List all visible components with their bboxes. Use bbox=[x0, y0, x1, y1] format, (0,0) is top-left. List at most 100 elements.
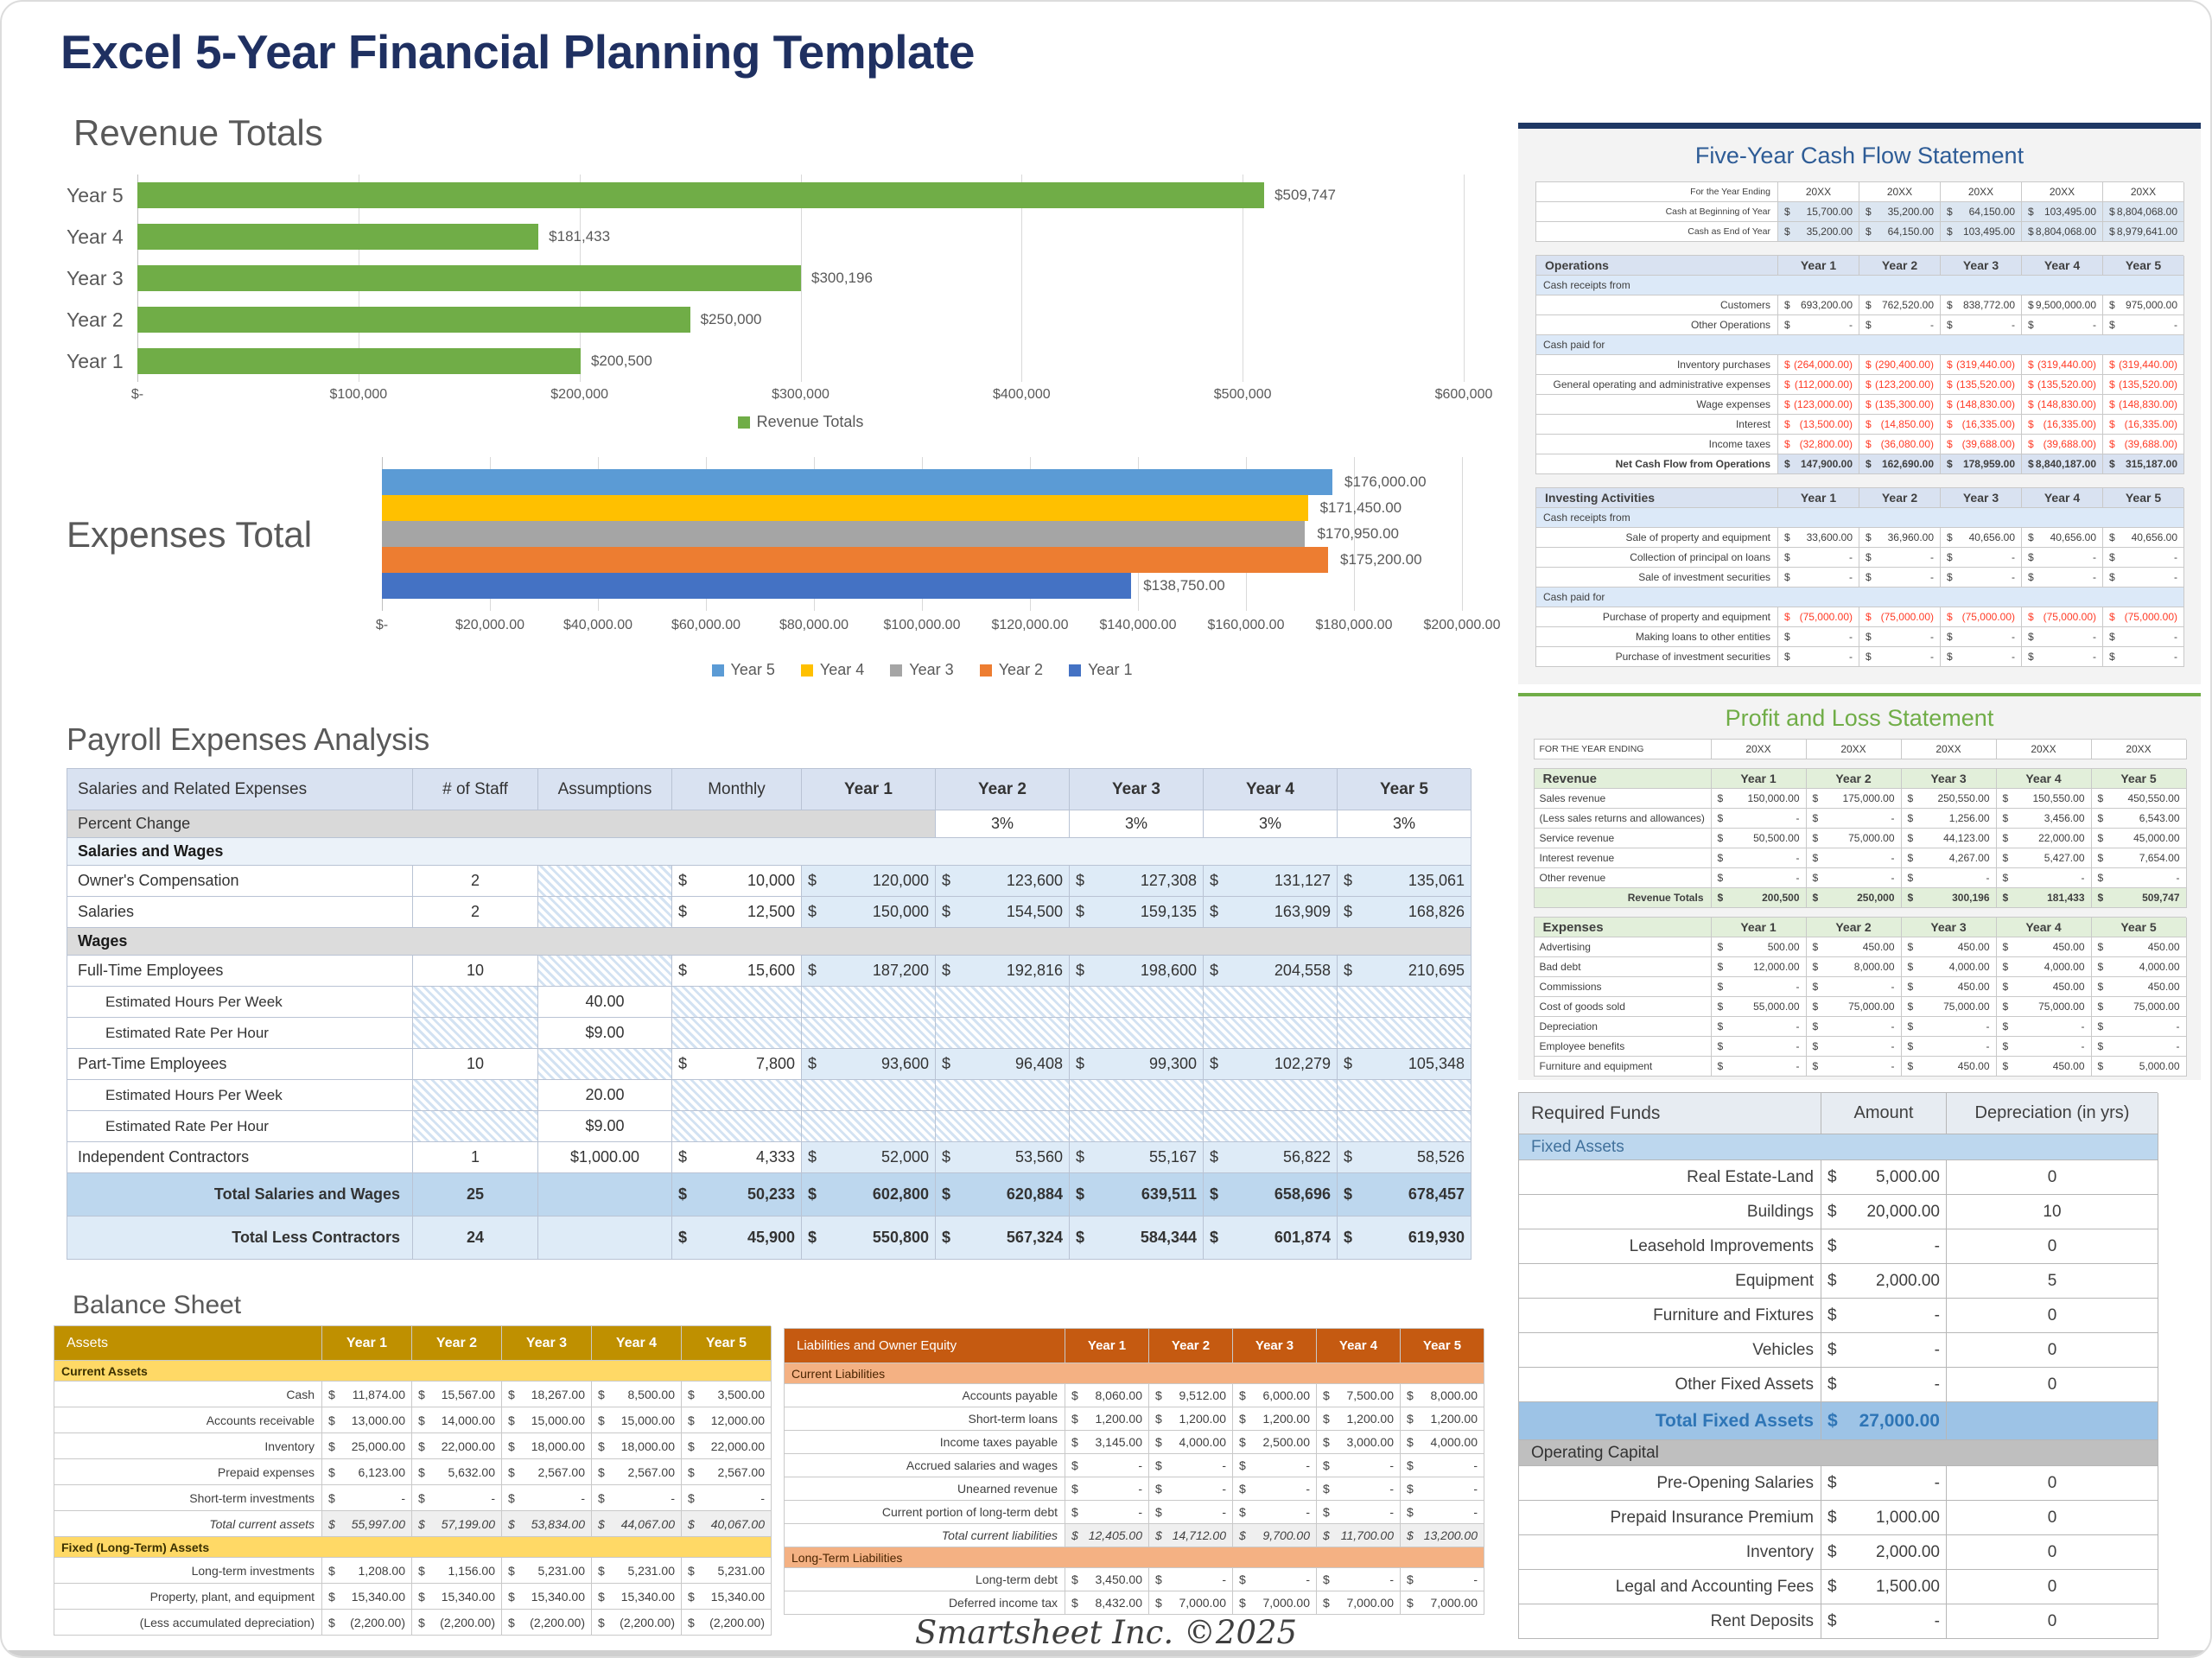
amount-cell: $300,196 bbox=[1901, 888, 1997, 908]
currency-symbol: $ bbox=[418, 1490, 425, 1505]
currency-symbol: $ bbox=[2109, 319, 2115, 331]
currency-symbol: $ bbox=[1947, 651, 1953, 663]
amount-value: 450.00 bbox=[2147, 941, 2180, 953]
amount-cell: $175,000.00 bbox=[1806, 789, 1902, 809]
gridline bbox=[1464, 175, 1465, 382]
currency-symbol: $ bbox=[1239, 1412, 1246, 1426]
currency-symbol: $ bbox=[1076, 1185, 1085, 1203]
balance-sheet-section: Balance Sheet Assets Year 1 Year 2 Year 3 Ye… bbox=[54, 1291, 779, 1636]
currency-symbol: $ bbox=[418, 1615, 425, 1629]
amount-cell: $ - bbox=[1806, 977, 1902, 997]
amount-value: (14,850.00) bbox=[1880, 418, 1934, 430]
amount-value: 35,200.00 bbox=[1887, 206, 1934, 218]
amount-value: - bbox=[1389, 1482, 1394, 1496]
currency-symbol: $ bbox=[1407, 1482, 1414, 1496]
row-label: Other revenue bbox=[1534, 868, 1712, 888]
amount-value: 1,256.00 bbox=[1948, 812, 1990, 824]
amount-value: - bbox=[1306, 1458, 1310, 1472]
amount-value: - bbox=[1891, 1040, 1895, 1052]
amount-value: 500.00 bbox=[1767, 941, 1800, 953]
amount-value: 6,000.00 bbox=[1262, 1388, 1311, 1402]
page-title: Excel 5-Year Financial Planning Template bbox=[60, 25, 975, 79]
currency-symbol: $ bbox=[328, 1413, 335, 1427]
amount-value: 53,834.00 bbox=[531, 1516, 585, 1531]
amount-cell: $450.00 bbox=[1901, 1057, 1997, 1077]
axis-tick-label: $160,000.00 bbox=[1207, 618, 1285, 632]
currency-symbol: $ bbox=[2109, 206, 2115, 218]
currency-symbol: $ bbox=[1784, 531, 1790, 543]
currency-symbol: $ bbox=[2002, 872, 2009, 884]
amount-cell: $14,712.00 bbox=[1149, 1524, 1233, 1547]
year-cell bbox=[1338, 987, 1471, 1018]
amount-value: 14,000.00 bbox=[441, 1413, 495, 1427]
year-cell: 20XX bbox=[1859, 182, 1941, 202]
amount-cell: $ - bbox=[1821, 1299, 1947, 1333]
amount-value: 40,656.00 bbox=[1968, 531, 2015, 543]
amount-cell: $450.00 bbox=[2091, 977, 2187, 997]
amount-value: - bbox=[2176, 1040, 2180, 1052]
currency-symbol: $ bbox=[2002, 812, 2009, 824]
amount-cell: $1,156.00 bbox=[412, 1558, 502, 1584]
amount-cell: $ - bbox=[1806, 1057, 1902, 1077]
amount-cell: $5,231.00 bbox=[682, 1558, 772, 1584]
amount-value: - bbox=[1222, 1458, 1226, 1472]
axis-tick-label: $200,000 bbox=[550, 387, 609, 402]
amount-value: - bbox=[2093, 651, 2096, 663]
amount-value: 57,199.00 bbox=[441, 1516, 495, 1531]
amount-value: 450.00 bbox=[1862, 941, 1895, 953]
currency-symbol: $ bbox=[2109, 571, 2115, 583]
axis-tick-label: $100,000 bbox=[329, 387, 388, 402]
currency-symbol: $ bbox=[1076, 1229, 1085, 1246]
amount-value: 45,900 bbox=[747, 1229, 795, 1246]
row-label: Percent Change bbox=[67, 810, 936, 838]
row-label: Vehicles bbox=[1519, 1333, 1821, 1368]
amount-cell: $ - bbox=[1941, 568, 2022, 588]
amount-cell: $7,654.00 bbox=[2091, 848, 2187, 868]
section-header: Wages bbox=[67, 928, 1471, 956]
row-label: Rent Deposits bbox=[1519, 1604, 1821, 1639]
column-header: Year 4 bbox=[2022, 488, 2103, 508]
currency-symbol: $ bbox=[1866, 571, 1872, 583]
amount-value: - bbox=[1473, 1482, 1478, 1496]
currency-symbol: $ bbox=[1323, 1482, 1330, 1496]
amount-cell: $ - bbox=[1901, 868, 1997, 888]
currency-symbol: $ bbox=[1827, 1305, 1837, 1324]
amount-cell: $ - bbox=[1806, 868, 1902, 888]
table-title: Operations bbox=[1536, 256, 1778, 276]
amount-value: 15,600 bbox=[747, 962, 795, 979]
amount-value: 1,200.00 bbox=[1346, 1412, 1395, 1426]
section-header: Cash paid for bbox=[1536, 588, 2184, 607]
currency-symbol: $ bbox=[2097, 961, 2104, 973]
amount-value: - bbox=[1934, 1236, 1940, 1255]
amount-cell: $11,874.00 bbox=[322, 1382, 412, 1407]
currency-symbol: $ bbox=[2028, 299, 2034, 311]
amount-value: 8,979,641.00 bbox=[2116, 226, 2177, 238]
amount-cell: $ - bbox=[2022, 568, 2103, 588]
currency-symbol: $ bbox=[2097, 832, 2104, 844]
depreciation-cell: 0 bbox=[1947, 1535, 2158, 1570]
revenue-plot-area: $509,747 $181,433 $300,196 $250,000 $200,500 bbox=[137, 175, 1465, 382]
gridline bbox=[1354, 457, 1355, 611]
amount-value: - bbox=[1796, 872, 1800, 884]
amount-value: 12,405.00 bbox=[1088, 1528, 1142, 1542]
currency-symbol: $ bbox=[1155, 1412, 1162, 1426]
axis-tick-label: $180,000.00 bbox=[1315, 618, 1393, 632]
amount-value: 1,208.00 bbox=[358, 1563, 406, 1578]
percent-cell: 3% bbox=[1204, 810, 1338, 838]
currency-symbol: $ bbox=[1812, 1040, 1819, 1052]
amount-cell: $ - bbox=[1901, 1037, 1997, 1057]
amount-cell: $168,826 bbox=[1338, 897, 1471, 928]
amount-value: 204,558 bbox=[1274, 962, 1331, 979]
amount-cell: $187,200 bbox=[802, 956, 936, 987]
amount-value: 99,300 bbox=[1148, 1055, 1197, 1072]
amount-cell: $12,500 bbox=[672, 897, 802, 928]
currency-symbol: $ bbox=[2097, 1040, 2104, 1052]
row-label: Revenue Totals bbox=[1534, 888, 1712, 908]
amount-cell: $192,816 bbox=[936, 956, 1070, 987]
amount-value: 678,457 bbox=[1408, 1185, 1465, 1203]
amount-cell: $8,804,068.00 bbox=[2022, 222, 2103, 242]
amount-value: 509,747 bbox=[2142, 892, 2180, 904]
currency-symbol: $ bbox=[2028, 651, 2034, 663]
amount-value: 5,231.00 bbox=[627, 1563, 676, 1578]
amount-value: 168,826 bbox=[1408, 903, 1465, 920]
